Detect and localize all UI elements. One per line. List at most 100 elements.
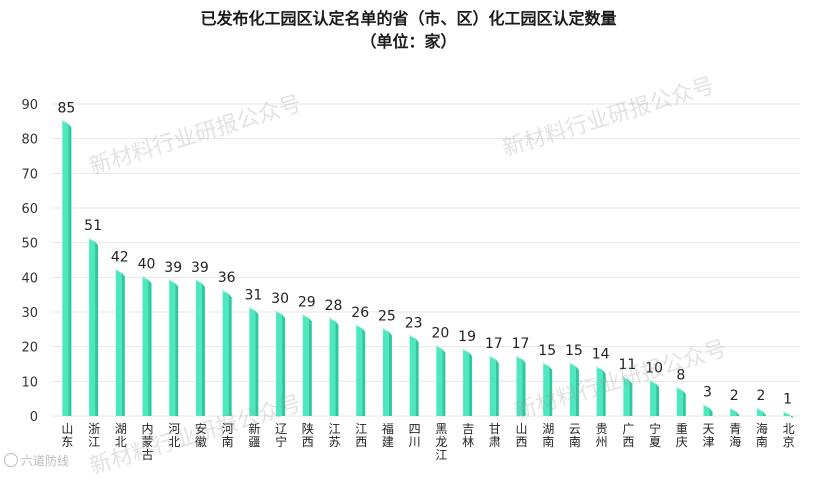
- bar-side: [656, 383, 660, 416]
- bar-side: [228, 293, 232, 416]
- bar-top: [729, 407, 737, 412]
- bar-side: [121, 272, 125, 416]
- bar-side: [736, 411, 740, 416]
- category-label: 吉林: [462, 422, 474, 449]
- data-label: 15: [565, 343, 583, 359]
- bar: [356, 325, 363, 416]
- chart-subtitle: （单位：家）: [360, 32, 457, 51]
- y-tick-label: 20: [21, 341, 38, 356]
- bar-top: [114, 268, 122, 273]
- bar: [195, 280, 202, 416]
- corner-watermark: 六道防线: [4, 452, 69, 469]
- bar-side: [549, 366, 553, 416]
- bar-top: [435, 344, 443, 350]
- data-label: 14: [592, 346, 610, 362]
- data-label: 26: [351, 305, 369, 321]
- data-label: 17: [512, 336, 530, 352]
- bar-side: [95, 241, 99, 416]
- category-label: 山东: [61, 422, 73, 449]
- bar-top: [542, 362, 550, 367]
- bar-top: [568, 362, 576, 367]
- bar-top: [702, 403, 710, 408]
- data-label: 2: [756, 388, 765, 404]
- data-label: 20: [431, 326, 449, 342]
- data-label: 1: [783, 392, 792, 408]
- chart-title: 已发布化工园区认定名单的省（市、区）化工园区认定数量: [200, 9, 617, 28]
- bar-top: [462, 348, 470, 353]
- bar-side: [442, 349, 446, 416]
- bar-top: [595, 365, 603, 370]
- bar-side: [282, 314, 286, 416]
- data-label: 2: [730, 388, 739, 404]
- bar: [222, 291, 229, 416]
- y-tick-label: 90: [21, 98, 38, 113]
- category-label: 四川: [409, 422, 421, 449]
- bar: [730, 409, 737, 416]
- data-label: 42: [111, 249, 129, 265]
- bar-side: [709, 408, 713, 416]
- bar: [516, 357, 523, 416]
- bar: [382, 329, 389, 416]
- bar-top: [61, 119, 69, 124]
- data-label: 39: [191, 260, 209, 276]
- bar-side: [682, 390, 686, 416]
- bar-top: [488, 355, 496, 360]
- y-tick-label: 10: [21, 375, 38, 390]
- bar: [623, 377, 630, 416]
- bar-top: [649, 379, 657, 384]
- y-tick-label: 70: [21, 167, 38, 182]
- bar: [756, 409, 763, 416]
- category-label: 湖南: [542, 421, 554, 449]
- bar-side: [201, 283, 205, 416]
- bar-top: [88, 237, 96, 242]
- bar: [169, 280, 176, 416]
- category-label: 云南: [569, 422, 581, 449]
- bar-top: [381, 327, 389, 332]
- y-tick-label: 60: [21, 202, 38, 217]
- bar: [783, 412, 790, 416]
- bar: [650, 381, 657, 416]
- bar-side: [415, 338, 419, 416]
- bar-side: [308, 317, 312, 416]
- data-label: 36: [218, 270, 236, 286]
- category-label: 山西: [515, 422, 527, 449]
- bar-side: [629, 380, 633, 416]
- y-tick-label: 80: [21, 133, 38, 148]
- bar-side: [762, 411, 766, 416]
- data-label: 51: [84, 218, 102, 234]
- bar: [142, 277, 149, 416]
- data-label: 3: [703, 385, 712, 401]
- category-label: 湖北: [115, 421, 127, 449]
- bar: [596, 367, 603, 416]
- bar-top: [515, 355, 523, 360]
- y-tick-label: 40: [21, 271, 38, 286]
- bar-top: [275, 310, 283, 315]
- bar: [249, 308, 256, 416]
- bar-top: [782, 410, 790, 415]
- category-label: 内蒙古: [141, 422, 153, 462]
- data-label: 30: [271, 291, 289, 307]
- bar: [302, 315, 309, 416]
- bar: [569, 364, 576, 416]
- bar: [409, 336, 416, 416]
- category-label: 陕西: [302, 421, 314, 449]
- bar-side: [255, 310, 259, 416]
- bar: [463, 350, 470, 416]
- y-tick-label: 30: [21, 306, 38, 321]
- bar-top: [755, 407, 763, 412]
- bar-side: [495, 359, 499, 416]
- bar: [276, 312, 283, 416]
- category-label: 浙江: [88, 422, 100, 449]
- data-label: 19: [458, 329, 476, 345]
- bar: [436, 346, 443, 416]
- data-label: 31: [244, 288, 262, 304]
- bar-top: [622, 375, 630, 381]
- corner-watermark-text: 六道防线: [21, 454, 70, 468]
- category-label: 北京: [783, 422, 795, 449]
- category-label: 重庆: [676, 422, 688, 449]
- weibo-logo-icon: [4, 453, 18, 467]
- category-label: 黑龙江: [435, 422, 447, 462]
- bar-top: [248, 306, 256, 311]
- bar-top: [301, 313, 309, 318]
- bar-side: [522, 359, 526, 416]
